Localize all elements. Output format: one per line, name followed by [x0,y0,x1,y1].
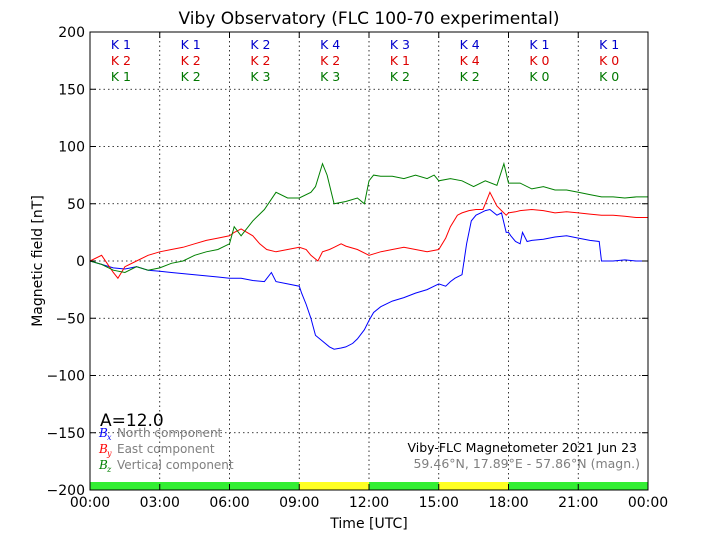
k-index-label: K 2 [181,53,201,68]
k-index-label: K 3 [250,69,270,84]
x-tick-label: 00:00 [628,495,668,511]
x-tick-label: 00:00 [70,495,110,511]
x-tick-label: 06:00 [209,495,249,511]
k-index-label: K 2 [460,69,480,84]
k-index-label: K 0 [529,69,549,84]
x-tick-label: 18:00 [488,495,528,511]
k-index-label: K 1 [599,37,619,52]
k-index-label: K 4 [320,37,340,52]
k-index-label: K 2 [111,53,131,68]
legend-symbol: B [98,458,108,472]
x-tick-label: 21:00 [558,495,598,511]
k-index-label: K 2 [390,69,410,84]
k-index-label: K 2 [250,53,270,68]
y-axis-label: Magnetic field [nT] [30,195,46,327]
instrument-info: Viby-FLC Magnetometer 2021 Jun 23 [407,440,637,455]
k-index-label: K 2 [320,53,340,68]
k-index-label: K 2 [250,37,270,52]
y-tick-label: −100 [47,369,85,385]
activity-segment [438,482,509,490]
y-tick-label: −200 [47,483,85,499]
x-tick-label: 15:00 [419,495,459,511]
k-index-label: K 1 [181,37,201,52]
series-line [89,191,648,280]
series-lines [89,161,648,350]
series-line [89,161,648,274]
x-axis-label: Time [UTC] [329,516,407,532]
y-axis-ticks: 200 150 100 50 0 −50 −100 −150 −200 [47,25,648,499]
y-tick-label: −50 [55,311,85,327]
k-index-label: K 3 [320,69,340,84]
activity-segment [299,482,369,490]
station-coordinates: 59.46°N, 17.89°E - 57.86°N (magn.) [413,456,640,471]
y-tick-label: 100 [58,140,85,156]
k-index-label: K 1 [390,53,410,68]
k-index-label: K 1 [529,37,549,52]
k-index-label: K 0 [529,53,549,68]
x-axis-ticks: 00:00 03:00 06:00 09:00 12:00 15:00 18:00 21:00… [70,32,668,511]
y-tick-label: 50 [67,197,85,213]
x-tick-label: 12:00 [349,495,389,511]
k-index-label: K 3 [390,37,410,52]
k-index-label: K 1 [111,37,131,52]
y-tick-label: −150 [47,426,85,442]
k-index-label: K 4 [460,53,480,68]
x-tick-label: 03:00 [140,495,180,511]
legend-entry: Vertical component [117,458,234,472]
y-tick-label: 0 [76,254,85,270]
activity-segment [369,482,439,490]
chart-title: Viby Observatory (FLC 100-70 experimenta… [179,9,560,29]
grid-lines [90,32,648,490]
legend-subscript: y [106,449,112,458]
k-index-label: K 1 [111,69,131,84]
k-index-label: K 2 [181,69,201,84]
k-index-label: K 0 [599,53,619,68]
activity-segment [90,482,300,490]
y-tick-label: 200 [58,25,85,41]
legend-symbol: B [98,426,108,440]
y-tick-label: 150 [58,82,85,98]
a-index-value: A=12.0 [100,411,164,431]
legend-entry: East component [117,442,215,456]
legend-symbol: B [98,442,108,456]
legend-entry: North component [117,426,223,440]
k-index-label: K 0 [599,69,619,84]
series-line [89,208,648,350]
k-index-label: K 4 [460,37,480,52]
legend-subscript: z [106,465,112,474]
legend-subscript: x [107,433,112,442]
x-tick-label: 09:00 [279,495,319,511]
